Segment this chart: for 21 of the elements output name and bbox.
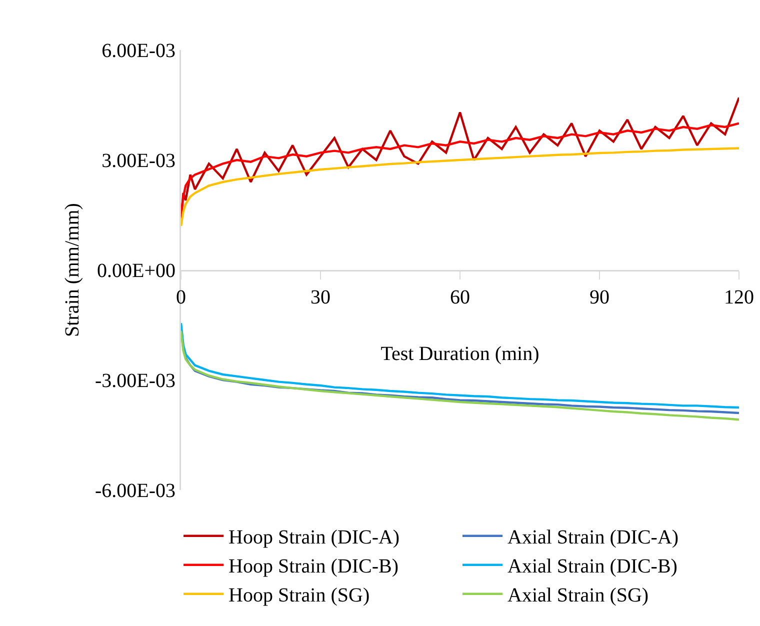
x-tick-label: 0 — [176, 286, 186, 308]
x-tick-label: 30 — [310, 286, 330, 308]
x-axis-title: Test Duration (min) — [380, 342, 540, 365]
y-tick-label: 0.00E+00 — [97, 260, 176, 282]
y-tick-label: 6.00E-03 — [102, 40, 176, 62]
line-series — [181, 122, 739, 216]
x-tick-label: 60 — [450, 286, 470, 308]
legend-label: Axial Strain (DIC-B) — [508, 556, 678, 578]
legend-label: Axial Strain (DIC-A) — [508, 526, 679, 549]
legend-label: Hoop Strain (DIC-B) — [228, 556, 398, 578]
line-series — [181, 96, 739, 220]
line-series — [181, 147, 739, 228]
y-axis-title: Strain (mm/mm) — [62, 203, 84, 337]
x-tick-label: 90 — [590, 286, 610, 308]
y-tick-label: 3.00E-03 — [102, 150, 176, 172]
legend-label: Hoop Strain (DIC-A) — [228, 526, 400, 549]
y-tick-label: -6.00E-03 — [94, 480, 176, 502]
legend-label: Axial Strain (SG) — [508, 584, 649, 607]
y-tick-label: -3.00E-03 — [94, 370, 176, 392]
x-tick-label: 120 — [724, 286, 754, 308]
legend-label: Hoop Strain (SG) — [228, 584, 370, 607]
